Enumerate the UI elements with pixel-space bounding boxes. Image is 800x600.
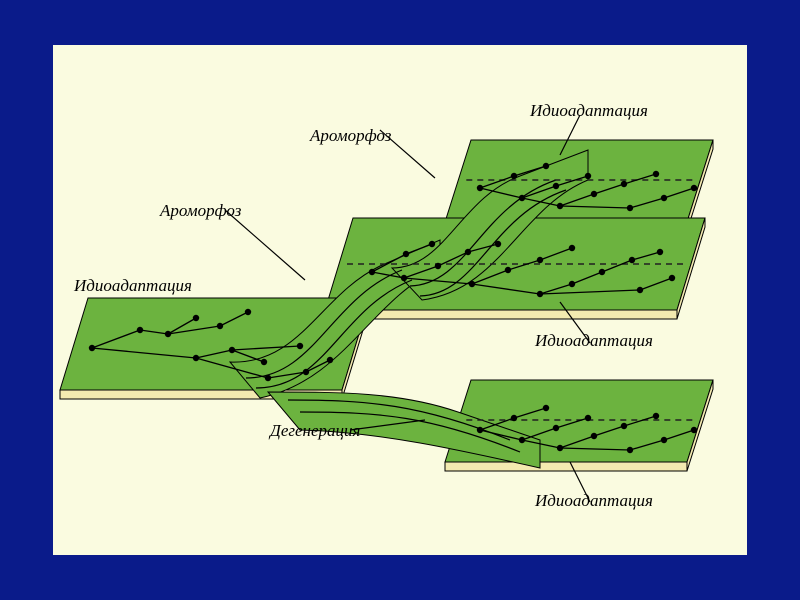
tree-node	[657, 249, 663, 255]
tree-node	[627, 447, 633, 453]
tree-node	[511, 415, 517, 421]
tree-node	[519, 195, 525, 201]
tree-node	[435, 263, 441, 269]
tree-node	[557, 445, 563, 451]
tree-node	[543, 163, 549, 169]
tree-node	[543, 405, 549, 411]
label-6: Идиоадаптация	[535, 491, 653, 511]
tree-node	[537, 291, 543, 297]
tree-node	[477, 185, 483, 191]
tree-node	[193, 355, 199, 361]
tree-node	[265, 375, 271, 381]
tree-node	[691, 427, 697, 433]
tree-node	[585, 173, 591, 179]
label-5: Дегенерация	[270, 421, 360, 441]
tree-node	[591, 191, 597, 197]
evolution-diagram	[0, 0, 800, 600]
label-3: Идиоадаптация	[530, 101, 648, 121]
tree-node	[691, 185, 697, 191]
tree-node	[653, 413, 659, 419]
tree-node	[465, 249, 471, 255]
tree-node	[553, 183, 559, 189]
tree-node	[537, 257, 543, 263]
tree-node	[505, 267, 511, 273]
tree-node	[137, 327, 143, 333]
tree-node	[661, 195, 667, 201]
tree-node	[585, 415, 591, 421]
tree-node	[217, 323, 223, 329]
tree-node	[661, 437, 667, 443]
tree-node	[669, 275, 675, 281]
tree-node	[403, 251, 409, 257]
tree-node	[369, 269, 375, 275]
tree-node	[599, 269, 605, 275]
tree-node	[627, 205, 633, 211]
tree-node	[469, 281, 475, 287]
diagram-panel: Идиоадаптация Ароморфоз Ароморфоз Идиоадапт…	[53, 45, 747, 555]
tree-node	[519, 437, 525, 443]
tree-node	[429, 241, 435, 247]
tree-node	[245, 309, 251, 315]
tree-node	[261, 359, 267, 365]
tree-node	[637, 287, 643, 293]
tree-node	[569, 281, 575, 287]
tree-node	[495, 241, 501, 247]
tree-node	[165, 331, 171, 337]
label-0: Идиоадаптация	[74, 276, 192, 296]
tree-node	[621, 181, 627, 187]
tree-node	[629, 257, 635, 263]
tree-node	[297, 343, 303, 349]
slide-outer: Идиоадаптация Ароморфоз Ароморфоз Идиоадапт…	[0, 0, 800, 600]
tree-node	[229, 347, 235, 353]
label-2: Ароморфоз	[310, 126, 391, 146]
tree-node	[327, 357, 333, 363]
tree-node	[477, 427, 483, 433]
tree-node	[401, 275, 407, 281]
tree-node	[621, 423, 627, 429]
plate-side-front-bot	[445, 462, 687, 471]
tree-node	[303, 369, 309, 375]
label-1: Ароморфоз	[160, 201, 241, 221]
tree-node	[193, 315, 199, 321]
tree-node	[553, 425, 559, 431]
tree-node	[511, 173, 517, 179]
label-4: Идиоадаптация	[535, 331, 653, 351]
tree-node	[569, 245, 575, 251]
tree-node	[591, 433, 597, 439]
tree-node	[89, 345, 95, 351]
tree-node	[557, 203, 563, 209]
tree-node	[653, 171, 659, 177]
